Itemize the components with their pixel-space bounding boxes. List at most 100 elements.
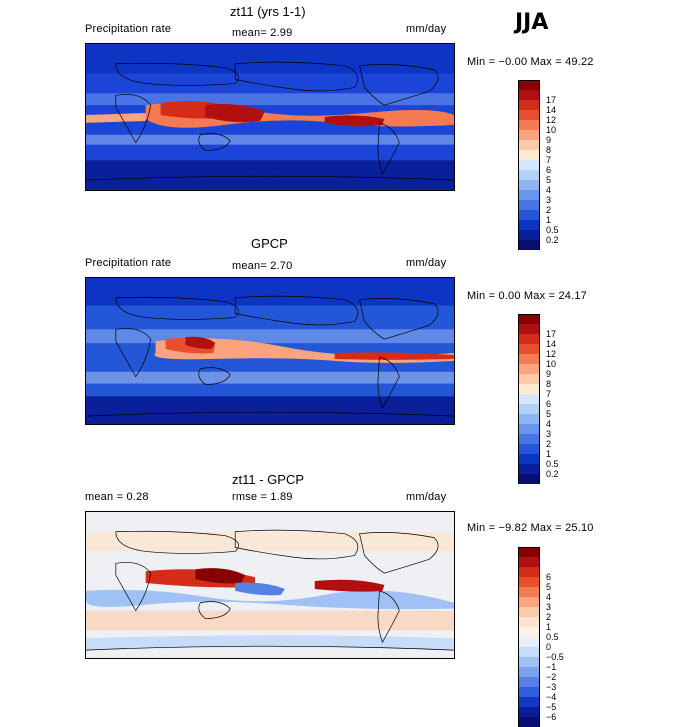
- colorbar-tick-label: 7: [546, 155, 552, 165]
- panel-1-colorbar: 17 14 12 10 9 8 7 6 5 4 3 2 1 0.5 0.2: [518, 80, 559, 250]
- colorbar-swatch: [518, 190, 540, 200]
- colorbar-tick-label: −1: [546, 662, 557, 672]
- colorbar-swatch: [518, 464, 540, 474]
- colorbar-swatch: [518, 637, 540, 647]
- colorbar-swatch: [518, 414, 540, 424]
- colorbar-swatch: [518, 404, 540, 414]
- colorbar-tick-label: 3: [546, 195, 552, 205]
- panel-2-units-label: mm/day: [406, 257, 447, 269]
- panel-1-variable-label: Precipitation rate: [85, 23, 172, 35]
- colorbar-tick-label: 17: [546, 329, 557, 339]
- colorbar-tick-label: 10: [546, 125, 557, 135]
- colorbar-tick-label: 0: [546, 642, 552, 652]
- colorbar-tick-label: 0.5: [546, 632, 559, 642]
- panel-3-rmse-label: rmse = 1.89: [232, 491, 293, 503]
- colorbar-swatch: [518, 80, 540, 90]
- panel-2-map: [85, 277, 455, 425]
- colorbar-tick-label: −4: [546, 692, 557, 702]
- colorbar-swatch: [518, 424, 540, 434]
- colorbar-tick-label: 2: [546, 439, 552, 449]
- colorbar-tick-label: −0.5: [546, 652, 564, 662]
- colorbar-swatch: [518, 374, 540, 384]
- panel-1-mean-label: mean= 2.99: [232, 27, 293, 39]
- colorbar-tick-label: 5: [546, 582, 552, 592]
- colorbar-swatch: [518, 364, 540, 374]
- colorbar-tick-label: 5: [546, 175, 552, 185]
- colorbar-swatch: [518, 474, 540, 484]
- colorbar-swatch: [518, 240, 540, 250]
- colorbar-tick-label: 6: [546, 165, 552, 175]
- colorbar-swatch: [518, 110, 540, 120]
- colorbar-swatch: [518, 567, 540, 577]
- colorbar-swatch: [518, 180, 540, 190]
- colorbar-swatch: [518, 90, 540, 100]
- panel-2-colorbar: 17 14 12 10 9 8 7 6 5 4 3 2 1 0.5 0.2: [518, 314, 559, 484]
- colorbar-swatch: [518, 434, 540, 444]
- colorbar-tick-label: 9: [546, 369, 552, 379]
- panel-3-colorbar: 6 5 4 3 2 1 0.5 0 −0.5 −1 −2 −3 −4 −5 −6: [518, 547, 564, 727]
- colorbar-swatch: [518, 617, 540, 627]
- colorbar-swatch: [518, 587, 540, 597]
- colorbar-swatch: [518, 677, 540, 687]
- season-label: JJA: [515, 10, 549, 35]
- colorbar-tick-label: 1: [546, 215, 552, 225]
- colorbar-tick-label: −3: [546, 682, 557, 692]
- colorbar-swatch: [518, 444, 540, 454]
- panel-2-title: GPCP: [251, 236, 288, 251]
- colorbar-swatch: [518, 334, 540, 344]
- colorbar-tick-label: 7: [546, 389, 552, 399]
- colorbar-swatch: [518, 717, 540, 727]
- colorbar-tick-label: 0.2: [546, 469, 559, 479]
- colorbar-swatch: [518, 230, 540, 240]
- panel-3-title: zt11 - GPCP: [232, 472, 305, 487]
- panel-1-title: zt11 (yrs 1-1): [230, 4, 306, 19]
- colorbar-tick-label: 12: [546, 349, 557, 359]
- panel-3-map: [85, 511, 455, 659]
- colorbar-tick-label: 12: [546, 115, 557, 125]
- colorbar-tick-label: −6: [546, 712, 557, 722]
- colorbar-swatch: [518, 210, 540, 220]
- colorbar-tick-label: 6: [546, 572, 552, 582]
- colorbar-swatch: [518, 707, 540, 717]
- colorbar-swatch: [518, 577, 540, 587]
- colorbar-swatch: [518, 657, 540, 667]
- colorbar-swatch: [518, 140, 540, 150]
- panel-1-units-label: mm/day: [406, 23, 447, 35]
- colorbar-tick-label: 3: [546, 602, 552, 612]
- panel-3-minmax-label: Min = −9.82 Max = 25.10: [467, 522, 594, 534]
- colorbar-tick-label: 10: [546, 359, 557, 369]
- panel-2-minmax-label: Min = 0.00 Max = 24.17: [467, 290, 587, 302]
- colorbar-swatch: [518, 220, 540, 230]
- colorbar-swatch: [518, 627, 540, 637]
- panel-1-map: [85, 43, 455, 191]
- panel-3-mean-label: mean = 0.28: [85, 491, 149, 503]
- colorbar-swatch: [518, 150, 540, 160]
- colorbar-swatch: [518, 557, 540, 567]
- colorbar-tick-label: 8: [546, 145, 552, 155]
- colorbar-tick-label: 14: [546, 105, 557, 115]
- colorbar-swatch: [518, 130, 540, 140]
- colorbar-tick-label: 0.2: [546, 235, 559, 245]
- colorbar-swatch: [518, 100, 540, 110]
- colorbar-swatch: [518, 394, 540, 404]
- panel-2-mean-label: mean= 2.70: [232, 260, 293, 272]
- colorbar-tick-label: 17: [546, 95, 557, 105]
- colorbar-swatch: [518, 314, 540, 324]
- colorbar-tick-label: 14: [546, 339, 557, 349]
- colorbar-swatch: [518, 687, 540, 697]
- colorbar-tick-label: 3: [546, 429, 552, 439]
- colorbar-tick-label: 1: [546, 449, 552, 459]
- colorbar-swatch: [518, 667, 540, 677]
- colorbar-tick-label: 5: [546, 409, 552, 419]
- panel-3-units-label: mm/day: [406, 491, 447, 503]
- colorbar-tick-label: 4: [546, 592, 552, 602]
- panel-2-variable-label: Precipitation rate: [85, 257, 172, 269]
- colorbar-swatch: [518, 354, 540, 364]
- colorbar-tick-label: −5: [546, 702, 557, 712]
- panel-1-minmax-label: Min = −0.00 Max = 49.22: [467, 56, 594, 68]
- colorbar-swatch: [518, 454, 540, 464]
- colorbar-swatch: [518, 607, 540, 617]
- colorbar-swatch: [518, 384, 540, 394]
- colorbar-tick-label: 6: [546, 399, 552, 409]
- colorbar-swatch: [518, 697, 540, 707]
